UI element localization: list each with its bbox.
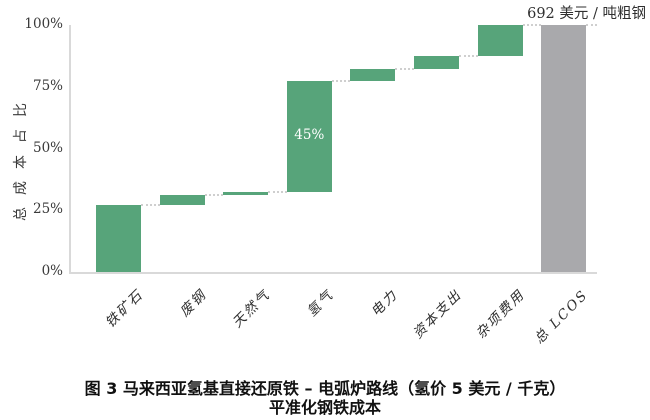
x-label-natural-gas: 天然气 [229,286,274,332]
x-label-misc-costs: 杂项费用 [473,286,529,342]
bar-iron-ore [96,205,141,272]
y-axis [69,25,71,273]
y-tick-50: 50% [32,139,63,156]
bar-hydrogen: 45% [286,80,332,192]
connector-line [141,204,160,207]
x-axis [69,272,597,274]
bar-capex [414,55,459,70]
connector-line [204,194,224,197]
connector-line [459,54,478,57]
x-label-scrap-steel: 废钢 [177,286,211,321]
x-label-iron-ore: 铁矿石 [102,286,147,332]
bar-electricity [350,69,396,81]
x-label-capex: 资本支出 [409,286,465,342]
bar-misc-costs [477,25,523,56]
y-tick-0: 0% [41,263,63,279]
connector-line [331,79,351,82]
connector-line [522,24,542,26]
bar-total-lcos [541,25,587,272]
y-tick-75: 75% [32,77,63,94]
bar-natural-gas [223,191,269,196]
caption-line-2: 平准化钢铁成本 [268,398,381,417]
connector-line [268,190,287,193]
x-label-electricity: 电力 [367,286,402,321]
caption-line-1: 图 3 马来西亚氢基直接还原铁 – 电弧炉路线（氢价 5 美元 / 千克） [84,379,566,398]
bar-scrap-steel [159,195,205,206]
bar-data-label-hydrogen: 45% [294,127,325,144]
figure-caption: 图 3 马来西亚氢基直接还原铁 – 电弧炉路线（氢价 5 美元 / 千克） 平准… [0,379,650,417]
y-tick-25: 25% [32,201,63,218]
x-label-hydrogen: 氢气 [304,286,338,321]
x-label-total-lcos: 总 LCOS [531,286,592,348]
total-cost-annotation: 692 美元 / 吨粗钢 [527,6,646,22]
y-tick-100: 100% [24,16,63,32]
connector-line [395,68,414,71]
connector-line [586,24,597,26]
